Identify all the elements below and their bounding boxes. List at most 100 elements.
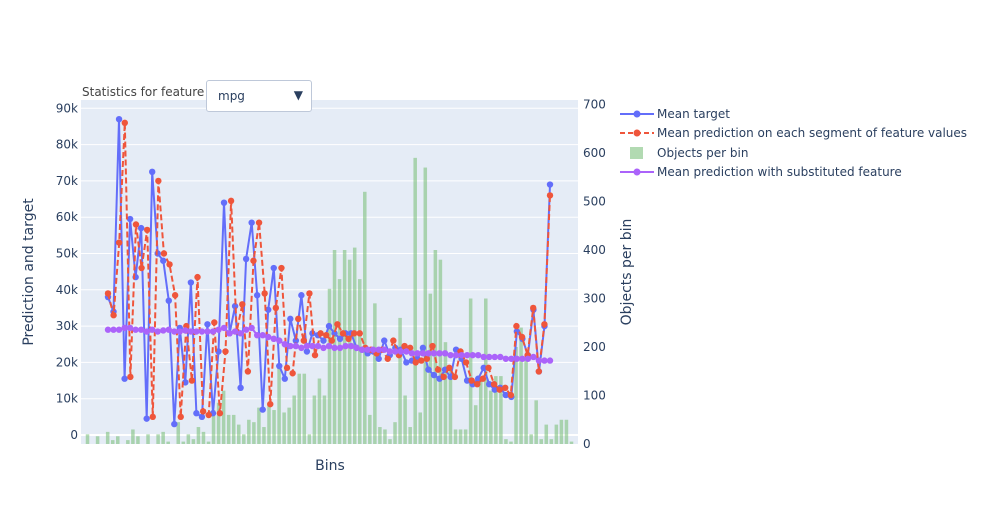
bar-objects-per-bin (393, 422, 397, 444)
series-point (530, 353, 537, 361)
bar-objects-per-bin (262, 427, 266, 444)
legend-swatch-icon (620, 168, 654, 176)
series-point (104, 290, 112, 297)
y2-tick-label: 400 (583, 243, 606, 257)
legend-item[interactable]: Mean prediction on each segment of featu… (620, 124, 967, 144)
series-point (265, 333, 272, 341)
bar-objects-per-bin (196, 427, 201, 444)
series-point (187, 328, 195, 335)
legend-item[interactable]: Mean prediction with substituted feature (620, 163, 967, 183)
bar-objects-per-bin (519, 327, 523, 444)
legend-item[interactable]: Mean target (620, 104, 967, 124)
series-point (250, 257, 257, 264)
bar-objects-per-bin (211, 410, 216, 444)
bar-objects-per-bin (478, 380, 483, 444)
bar-objects-per-bin (297, 373, 302, 444)
feature-dropdown[interactable]: mpg ▼ (206, 80, 312, 112)
series-point (546, 357, 554, 364)
series-point (149, 413, 156, 421)
series-point (491, 386, 498, 393)
series-point (323, 331, 330, 339)
series-point (418, 357, 425, 364)
series-point (227, 197, 235, 205)
series-point (491, 353, 498, 361)
series-point (546, 192, 554, 199)
y2-tick-label: 600 (583, 146, 606, 160)
series-point (480, 364, 487, 372)
series-point (458, 351, 465, 359)
bar-objects-per-bin (468, 298, 473, 444)
series-point (339, 330, 347, 337)
bar-objects-per-bin (549, 439, 554, 444)
legend-label: Mean target (657, 106, 730, 121)
legend-label: Mean prediction with substituted feature (657, 165, 902, 180)
series-point (513, 355, 521, 362)
series-point (155, 177, 162, 185)
bar-objects-per-bin (272, 410, 276, 444)
series-point (160, 257, 167, 264)
series-point (486, 353, 493, 361)
series-point (303, 342, 311, 350)
series-point (127, 373, 134, 381)
y2-tick-label: 200 (583, 340, 606, 354)
bar-objects-per-bin (105, 431, 110, 444)
bar-objects-per-bin (368, 414, 372, 444)
series-point (309, 342, 316, 350)
bar-objects-per-bin (443, 342, 448, 444)
bar-objects-per-bin (423, 167, 428, 445)
series-point (165, 326, 172, 333)
series-point (486, 380, 493, 388)
series-point (204, 328, 211, 335)
series-point (132, 221, 140, 228)
bar-objects-per-bin (146, 434, 150, 444)
bar-objects-per-bin (514, 347, 518, 444)
bar-objects-per-bin (569, 441, 574, 444)
series-point (300, 337, 308, 344)
series-point (497, 353, 504, 361)
series-point (255, 219, 263, 226)
series-point (317, 330, 324, 337)
series-point (440, 373, 447, 381)
series-point (115, 326, 123, 333)
bar-objects-per-bin (206, 441, 211, 444)
series-line (107, 122, 551, 417)
series-point (242, 326, 250, 333)
series-point (115, 115, 123, 123)
series-point (248, 324, 255, 332)
series-point (390, 337, 397, 344)
series-point (546, 181, 554, 188)
series-point (485, 364, 492, 372)
series-point (160, 250, 168, 257)
bar-objects-per-bin (499, 376, 503, 444)
series-point (524, 355, 532, 362)
dropdown-selected-value: mpg (218, 89, 245, 103)
series-point (375, 346, 382, 353)
bar-objects-per-bin (252, 422, 256, 444)
series-point (530, 304, 537, 312)
series-point (237, 384, 244, 392)
x-axis-label: Bins (315, 458, 345, 474)
legend-swatch-icon (620, 110, 654, 118)
series-point (215, 326, 222, 333)
legend-item[interactable]: Objects per bin (620, 143, 967, 163)
series-point (182, 327, 189, 334)
bar-objects-per-bin (489, 390, 493, 444)
bar-objects-per-bin (458, 429, 463, 444)
y-tick-label: 70k (56, 174, 78, 188)
bar-objects-per-bin (529, 434, 533, 444)
bar-objects-per-bin (242, 434, 246, 444)
y2-tick-label: 100 (583, 389, 606, 403)
series-point (287, 315, 294, 323)
series-point (463, 351, 471, 359)
bar-objects-per-bin (363, 191, 367, 444)
series-point (204, 321, 211, 328)
series-point (121, 375, 128, 382)
y-tick-label: 10k (56, 392, 78, 406)
series-point (429, 342, 436, 350)
bar-objects-per-bin (322, 395, 327, 444)
y2-tick-label: 300 (583, 292, 606, 306)
series-point (265, 306, 272, 313)
series-point (386, 348, 393, 355)
y-tick-label: 0 (70, 428, 78, 442)
series-point (446, 364, 453, 372)
